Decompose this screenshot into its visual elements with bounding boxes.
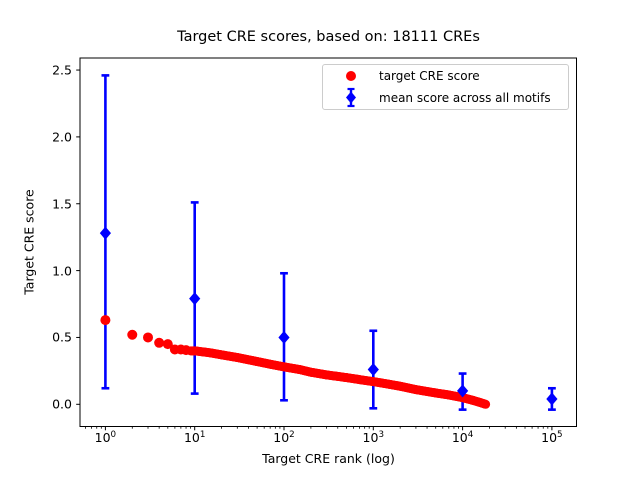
x-tick-label: 102 [273,430,295,446]
y-tick-label: 0.0 [52,396,72,412]
y-tick-label: 2.5 [52,62,72,78]
blue-diamond-errorbar-marker-icon [323,87,379,108]
x-tick-label: 103 [362,430,385,446]
y-tick-label: 0.5 [52,329,72,345]
y-tick-label: 1.5 [52,196,72,212]
legend-label: mean score across all motifs [379,90,551,105]
legend: target CRE score mean score across all m… [322,64,569,110]
y-tick-label: 2.0 [52,129,72,145]
x-axis-label: Target CRE rank (log) [262,451,395,466]
x-tick-label: 104 [451,430,474,446]
red-circle-marker-icon [323,71,379,82]
y-tick-label: 1.0 [52,263,72,279]
legend-item-target-cre-score: target CRE score [323,66,568,87]
x-tick-label: 100 [94,430,117,446]
chart-title: Target CRE scores, based on: 18111 CREs [177,29,480,45]
legend-label: target CRE score [379,69,480,84]
x-tick-label: 101 [183,430,206,446]
legend-item-mean-score: mean score across all motifs [323,87,568,108]
x-tick-label: 105 [541,430,563,446]
